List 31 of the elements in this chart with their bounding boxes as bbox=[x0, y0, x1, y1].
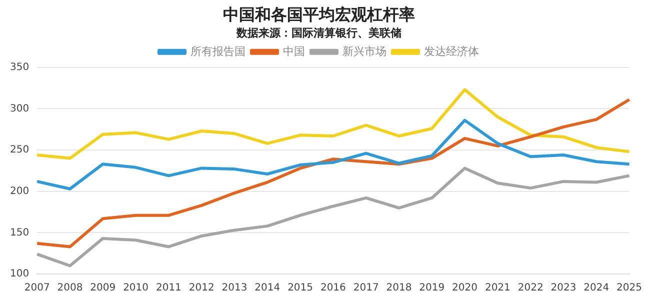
x-tick-label: 2016 bbox=[320, 282, 346, 294]
x-tick-label: 2012 bbox=[188, 282, 214, 294]
y-tick-label: 100 bbox=[10, 268, 30, 280]
x-tick-label: 2025 bbox=[616, 282, 642, 294]
x-tick-label: 2010 bbox=[123, 282, 149, 294]
legend-label: 新兴市场 bbox=[342, 44, 386, 58]
x-tick-label: 2022 bbox=[518, 282, 544, 294]
x-tick-label: 2008 bbox=[57, 282, 83, 294]
x-tick-label: 2021 bbox=[484, 282, 510, 294]
x-tick-label: 2023 bbox=[550, 282, 576, 294]
y-tick-label: 150 bbox=[10, 227, 30, 238]
x-tick-label: 2007 bbox=[24, 282, 50, 294]
x-tick-label: 2015 bbox=[288, 282, 314, 294]
x-tick-label: 2018 bbox=[386, 282, 412, 294]
x-tick-label: 2013 bbox=[222, 282, 248, 294]
y-tick-label: 250 bbox=[10, 144, 30, 156]
legend-label: 中国 bbox=[283, 44, 305, 58]
y-tick-label: 200 bbox=[10, 186, 30, 197]
x-tick-label: 2019 bbox=[419, 282, 445, 294]
y-tick-label: 300 bbox=[10, 103, 30, 114]
chart-title: 中国和各国平均宏观杠杆率 bbox=[223, 4, 415, 24]
chart-subtitle: 数据来源：国际清算银行、美联储 bbox=[236, 26, 402, 40]
legend-label: 所有报告国 bbox=[190, 44, 246, 58]
x-tick-label: 2020 bbox=[452, 282, 478, 294]
x-tick-label: 2024 bbox=[584, 282, 610, 294]
x-tick-label: 2017 bbox=[353, 282, 379, 294]
x-tick-label: 2009 bbox=[90, 282, 116, 294]
x-tick-label: 2011 bbox=[156, 282, 182, 294]
x-tick-label: 2014 bbox=[254, 282, 280, 294]
legend-label: 发达经济体 bbox=[424, 44, 479, 58]
y-tick-label: 350 bbox=[10, 62, 30, 73]
